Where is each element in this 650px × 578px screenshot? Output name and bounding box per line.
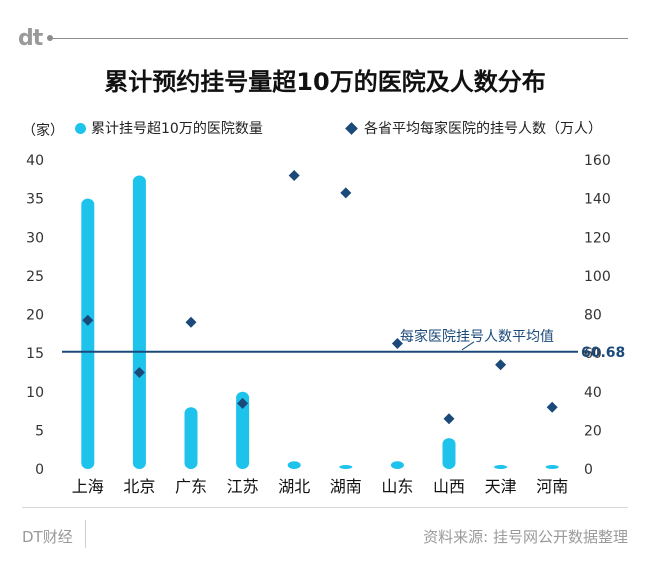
right-tick-label: 120 xyxy=(584,230,611,246)
bar-上海 xyxy=(81,198,95,469)
category-label: 上海 xyxy=(72,477,104,496)
legend-bar-label: 累计挂号超10万的医院数量 xyxy=(91,121,263,137)
point-湖北 xyxy=(288,169,300,181)
bar-山西 xyxy=(442,438,456,469)
right-tick-label: 60 xyxy=(584,346,602,362)
category-label: 天津 xyxy=(485,477,517,496)
right-tick-label: 140 xyxy=(584,192,611,208)
point-河南 xyxy=(546,401,558,413)
point-山东 xyxy=(391,337,403,349)
reference-pointer xyxy=(461,341,475,351)
reference-value-label: 60.68 xyxy=(581,345,625,361)
left-tick-label: 15 xyxy=(26,346,44,362)
left-tick-label: 30 xyxy=(26,230,44,246)
bar-江苏 xyxy=(236,391,250,469)
bar-湖南 xyxy=(339,465,353,469)
footer-brand: DT财经 xyxy=(22,528,73,546)
left-tick-label: 35 xyxy=(26,192,44,208)
left-tick-label: 20 xyxy=(26,308,44,324)
chart-title: 累计预约挂号量超10万的医院及人数分布 xyxy=(104,68,546,96)
category-label: 江苏 xyxy=(227,477,259,496)
right-tick-label: 160 xyxy=(584,153,611,169)
category-label: 山东 xyxy=(381,477,413,496)
legend-points: 各省平均每家医院的挂号人数（万人） xyxy=(345,118,602,138)
category-label: 北京 xyxy=(123,477,155,496)
footer-rule xyxy=(22,507,628,508)
point-湖南 xyxy=(340,187,352,199)
footer-source: 资料来源: 挂号网公开数据整理 xyxy=(423,528,628,546)
header-rule xyxy=(52,38,628,39)
legend-bar-swatch xyxy=(75,122,86,134)
reference-line-label: 每家医院挂号人数平均值 xyxy=(400,328,554,345)
category-label: 河南 xyxy=(536,477,568,496)
bar-广东 xyxy=(184,407,198,469)
point-广东 xyxy=(185,316,197,328)
bar-北京 xyxy=(132,175,146,469)
right-tick-label: 80 xyxy=(584,308,602,324)
category-label: 湖南 xyxy=(330,477,362,496)
right-tick-label: 100 xyxy=(584,269,611,285)
category-label: 湖北 xyxy=(278,477,310,496)
left-axis-unit: （家） xyxy=(22,123,64,139)
bar-河南 xyxy=(545,465,559,469)
right-tick-label: 40 xyxy=(584,385,602,401)
point-上海 xyxy=(82,314,94,326)
left-tick-label: 0 xyxy=(35,462,44,478)
point-江苏 xyxy=(237,397,249,409)
point-北京 xyxy=(133,366,145,378)
right-tick-label: 0 xyxy=(584,462,593,478)
right-tick-label: 20 xyxy=(584,423,602,439)
category-label: 山西 xyxy=(433,477,465,496)
footer-separator xyxy=(85,520,86,548)
point-天津 xyxy=(495,359,507,371)
bar-天津 xyxy=(494,465,508,469)
left-tick-label: 5 xyxy=(35,423,44,439)
category-label: 广东 xyxy=(175,477,207,496)
bar-湖北 xyxy=(287,461,301,469)
left-tick-label: 10 xyxy=(26,385,44,401)
legend-point-label: 各省平均每家医院的挂号人数（万人） xyxy=(364,121,602,137)
left-tick-label: 25 xyxy=(26,269,44,285)
brand-logo: dt xyxy=(18,26,43,51)
point-山西 xyxy=(443,413,455,425)
legend-bars: 累计挂号超10万的医院数量 xyxy=(75,118,263,138)
header-dot xyxy=(47,35,53,41)
left-tick-label: 40 xyxy=(26,153,44,169)
bar-山东 xyxy=(390,461,404,469)
